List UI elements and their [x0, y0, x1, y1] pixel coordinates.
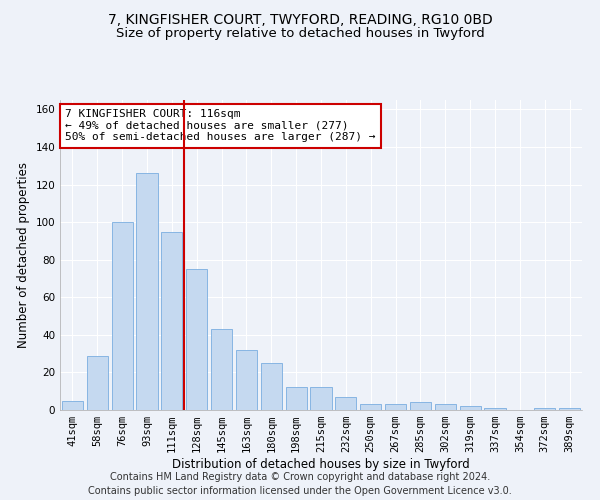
Text: Contains public sector information licensed under the Open Government Licence v3: Contains public sector information licen…: [88, 486, 512, 496]
Bar: [435, 404, 456, 410]
Bar: [112, 222, 133, 410]
Y-axis label: Number of detached properties: Number of detached properties: [17, 162, 30, 348]
Bar: [211, 329, 232, 410]
Text: 7 KINGFISHER COURT: 116sqm
← 49% of detached houses are smaller (277)
50% of sem: 7 KINGFISHER COURT: 116sqm ← 49% of deta…: [65, 110, 376, 142]
Bar: [559, 408, 580, 410]
Bar: [186, 269, 207, 410]
Bar: [310, 388, 332, 410]
Bar: [460, 406, 481, 410]
Bar: [87, 356, 108, 410]
Bar: [534, 408, 555, 410]
Bar: [236, 350, 257, 410]
Bar: [261, 363, 282, 410]
Bar: [484, 408, 506, 410]
Bar: [335, 397, 356, 410]
Text: Contains HM Land Registry data © Crown copyright and database right 2024.: Contains HM Land Registry data © Crown c…: [110, 472, 490, 482]
Bar: [136, 174, 158, 410]
Bar: [161, 232, 182, 410]
Bar: [286, 388, 307, 410]
X-axis label: Distribution of detached houses by size in Twyford: Distribution of detached houses by size …: [172, 458, 470, 471]
Bar: [410, 402, 431, 410]
Text: 7, KINGFISHER COURT, TWYFORD, READING, RG10 0BD: 7, KINGFISHER COURT, TWYFORD, READING, R…: [107, 12, 493, 26]
Text: Size of property relative to detached houses in Twyford: Size of property relative to detached ho…: [116, 28, 484, 40]
Bar: [62, 400, 83, 410]
Bar: [385, 404, 406, 410]
Bar: [360, 404, 381, 410]
